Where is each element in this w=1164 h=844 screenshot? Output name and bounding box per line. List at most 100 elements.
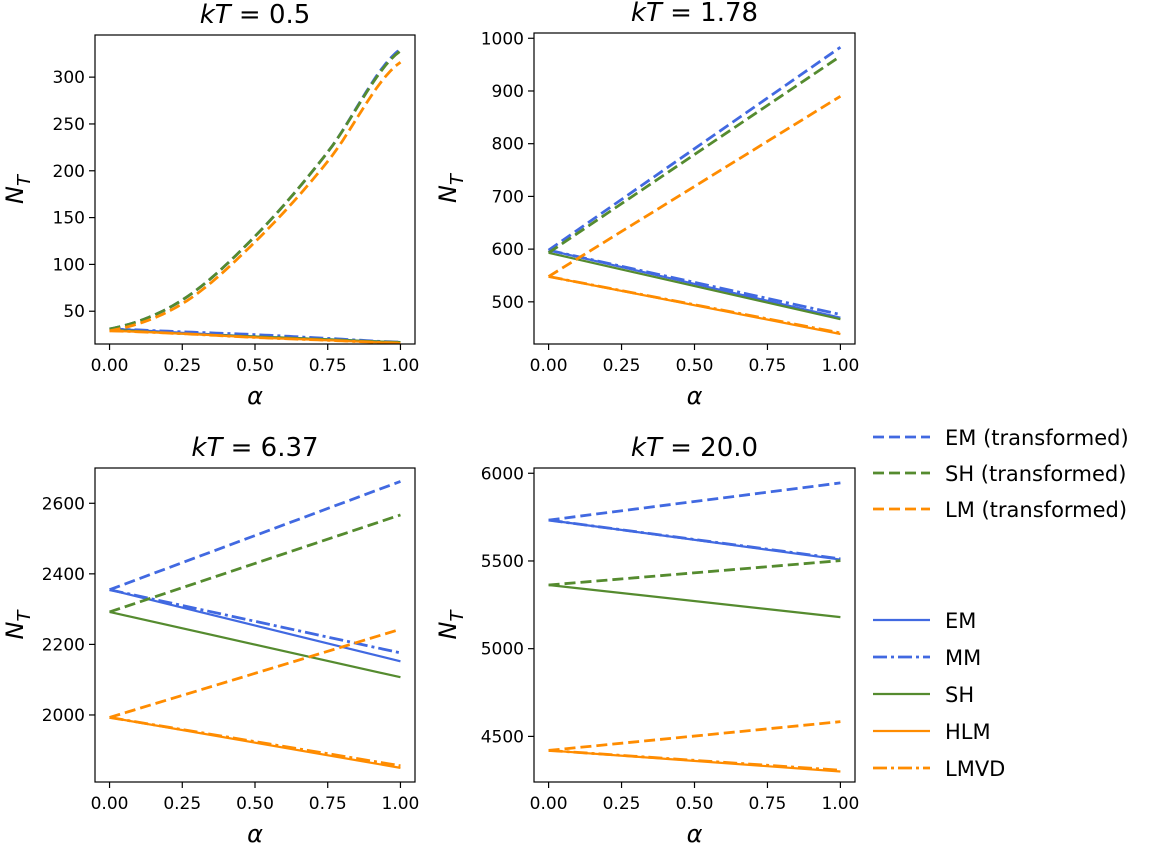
x-tick-label: 0.50 [236, 794, 274, 814]
legend-label: SH (transformed) [945, 462, 1126, 486]
series-line-lm-transformed [547, 95, 842, 278]
y-tick-label: 700 [492, 187, 524, 207]
y-tick-label: 1000 [481, 29, 524, 49]
x-axis-label: α [247, 382, 263, 410]
chart-panel-2: kT = 1.78 0.00 0.25 0.50 0.75 1.00 500 600 700 80… [434, 0, 859, 410]
series-line-sh [548, 251, 841, 321]
legend-label: LM (transformed) [945, 498, 1127, 522]
y-axis-label: NT [1, 609, 35, 640]
series-group [547, 46, 842, 336]
chart-title: kT = 1.78 [631, 0, 758, 28]
x-tick-label: 0.25 [603, 356, 641, 376]
x-tick-label: 0.00 [91, 356, 129, 376]
legend-item: SH (transformed) [873, 462, 1126, 486]
x-tick-label: 0.50 [676, 794, 714, 814]
legend-item: EM [873, 609, 976, 633]
legend-label: LMVD [945, 757, 1005, 781]
y-tick-label: 2400 [42, 565, 85, 585]
series-line-sh [548, 583, 841, 619]
x-tick-label: 1.00 [382, 356, 420, 376]
y-tick-label: 200 [53, 162, 85, 182]
x-axis-label: α [687, 820, 703, 844]
series-line-lm-transformed [109, 61, 402, 333]
legend-label: MM [945, 646, 981, 670]
y-tick-label: 150 [53, 209, 85, 229]
x-tick-label: 0.25 [163, 794, 201, 814]
series-line-em-transformed [109, 480, 401, 592]
y-tick-label: 2200 [42, 635, 85, 655]
y-tick-label: 250 [53, 115, 85, 135]
series-line-em-transformed [109, 47, 402, 331]
y-tick-label: 50 [63, 302, 85, 322]
chart-title: kT = 6.37 [191, 433, 318, 463]
chart-panel-4: kT = 20.0 0.00 0.25 0.50 0.75 1.00 4500 5000 550… [434, 433, 859, 844]
legend: EM (transformed) SH (transformed) LM (tran… [873, 426, 1129, 781]
y-tick-label: 5000 [481, 640, 524, 660]
series-line-sh-transformed [547, 55, 842, 254]
legend-label: HLM [945, 720, 991, 744]
y-tick-label: 800 [492, 135, 524, 155]
x-tick-label: 0.50 [236, 356, 274, 376]
x-tick-label: 0.75 [749, 794, 787, 814]
x-tick-label: 0.00 [91, 794, 129, 814]
y-tick-label: 4500 [481, 727, 524, 747]
series-line-sh [109, 610, 401, 679]
legend-item: HLM [873, 720, 991, 744]
series-group [548, 481, 841, 773]
legend-label: SH [945, 683, 974, 707]
x-tick-label: 1.00 [821, 356, 859, 376]
x-axis-label: α [247, 820, 263, 844]
series-line-lmvd [548, 749, 841, 772]
series-line-sh-transformed [109, 513, 401, 614]
legend-item: MM [873, 646, 981, 670]
y-tick-label: 100 [53, 255, 85, 275]
x-tick-label: 0.50 [676, 356, 714, 376]
legend-label: EM (transformed) [945, 426, 1129, 450]
y-axis-label: NT [1, 173, 35, 204]
series-line-hlm [548, 275, 841, 336]
x-tick-label: 0.25 [603, 794, 641, 814]
x-tick-label: 0.00 [530, 794, 568, 814]
y-tick-label: 600 [492, 240, 524, 260]
series-group [109, 480, 401, 769]
series-line-mm [548, 518, 841, 561]
series-line-em [548, 249, 841, 319]
y-tick-label: 2000 [42, 706, 85, 726]
x-tick-label: 0.75 [309, 794, 347, 814]
series-line-sh-transformed [548, 559, 841, 587]
x-axis-label: α [687, 382, 703, 410]
x-tick-label: 1.00 [382, 794, 420, 814]
series-line-hlm [109, 716, 401, 769]
x-tick-label: 0.75 [749, 356, 787, 376]
chart-panel-3: kT = 6.37 0.00 0.25 0.50 0.75 1.00 2000 2200 240… [1, 433, 419, 844]
series-line-em-transformed [547, 46, 842, 252]
series-line-lmvd [109, 329, 401, 344]
y-tick-label: 5500 [481, 552, 524, 572]
y-tick-label: 6000 [481, 464, 524, 484]
series-group [109, 47, 402, 344]
series-line-sh-transformed [109, 49, 402, 331]
chart-title: kT = 20.0 [631, 433, 758, 463]
series-line-mm [109, 327, 401, 344]
chart-panel-1: kT = 0.5 0.00 0.25 0.50 0.75 1.00 50 100 150 200 2… [1, 0, 419, 410]
y-tick-label: 2600 [42, 494, 85, 514]
x-tick-label: 0.25 [163, 356, 201, 376]
y-axis-label: NT [434, 609, 468, 640]
plot-frame [94, 34, 416, 345]
y-tick-label: 500 [492, 293, 524, 313]
y-tick-label: 900 [492, 82, 524, 102]
series-line-em-transformed [548, 481, 841, 522]
legend-item: LM (transformed) [873, 498, 1127, 522]
chart-title: kT = 0.5 [200, 0, 311, 30]
legend-item: LMVD [873, 757, 1005, 781]
y-tick-label: 300 [53, 68, 85, 88]
x-tick-label: 0.00 [530, 356, 568, 376]
series-line-lmvd [109, 716, 401, 768]
x-tick-label: 0.75 [309, 356, 347, 376]
legend-item: SH [873, 683, 974, 707]
series-line-em [109, 588, 401, 663]
series-line-lm-transformed [109, 627, 401, 719]
series-line-lm-transformed [548, 720, 841, 752]
legend-item: EM (transformed) [873, 426, 1129, 450]
